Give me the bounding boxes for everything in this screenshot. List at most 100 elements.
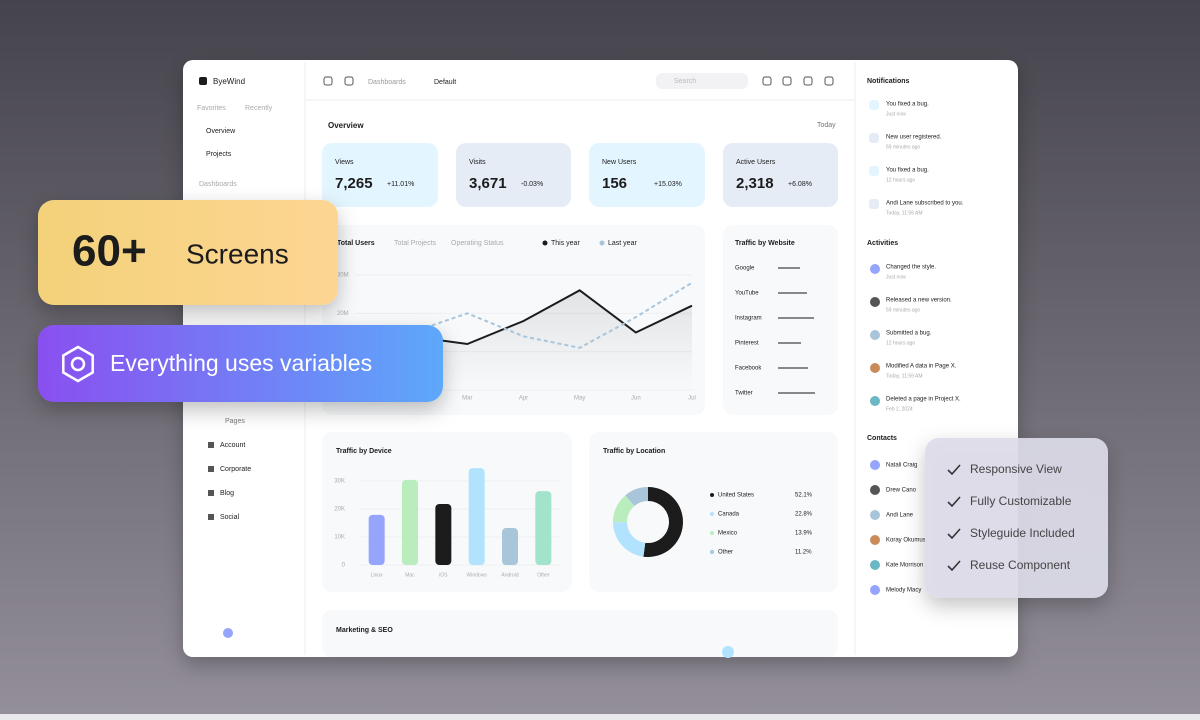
chart-tab: Total Users xyxy=(337,240,375,247)
site-bar xyxy=(778,317,814,319)
variables-badge: Everything uses variables xyxy=(38,325,443,402)
legend-dot xyxy=(542,240,548,246)
search-box[interactable] xyxy=(656,73,748,89)
stat-card xyxy=(322,143,438,207)
activity-text: Deleted a page in Project X. xyxy=(886,397,961,403)
panel xyxy=(322,610,838,657)
badge-bg xyxy=(38,325,443,402)
site-bar xyxy=(778,367,808,369)
stat-label: Views xyxy=(335,159,354,166)
features-card: Responsive View Fully Customizable Stylegu… xyxy=(925,438,1108,598)
stat-card xyxy=(456,143,571,207)
avatar xyxy=(870,396,880,406)
y-tick-label: 30K xyxy=(334,479,345,485)
activity-time: 12 hours ago xyxy=(886,340,915,346)
bar xyxy=(435,503,452,565)
panel-title: Activities xyxy=(867,240,898,247)
notification-text: New user registered. xyxy=(886,135,942,141)
sidebar-item: Blog xyxy=(220,490,234,497)
notification-icon xyxy=(869,199,879,209)
x-tick-label: Windows xyxy=(467,572,488,578)
value-label: 22.8% xyxy=(795,512,813,518)
avatar xyxy=(870,297,880,307)
activity-text: Changed the style. xyxy=(886,265,936,271)
site-label: Google xyxy=(735,266,755,272)
activity-time: 59 minutes ago xyxy=(886,307,920,313)
stat-change: +11.01% xyxy=(387,181,414,188)
notification-text: Andi Lane subscribed to you. xyxy=(886,201,964,207)
bar xyxy=(502,528,518,565)
legend-label: United States xyxy=(718,493,754,499)
check-icon xyxy=(947,560,961,572)
breadcrumb: Default xyxy=(434,79,456,86)
header-icon xyxy=(782,76,792,86)
notification-text: You fixed a bug. xyxy=(886,102,929,108)
site-label: YouTube xyxy=(735,291,759,297)
site-bar xyxy=(778,267,800,269)
activity-text: Modified A data in Page X. xyxy=(886,364,957,370)
feature-label: Reuse Component xyxy=(970,558,1071,572)
contact-name: Melody Macy xyxy=(886,588,921,594)
stat-card xyxy=(589,143,705,207)
card-bg xyxy=(925,438,1108,598)
sidebar-item: Projects xyxy=(206,151,232,158)
sidebar-section: Pages xyxy=(225,418,245,425)
chart-tab: Operating Status xyxy=(451,240,504,247)
breadcrumb: Dashboards xyxy=(368,79,406,86)
legend-dot xyxy=(710,531,714,535)
legend-dot xyxy=(599,240,605,246)
panel-title: Contacts xyxy=(867,435,897,442)
stat-value: 2,318 xyxy=(736,175,774,192)
stat-label: Visits xyxy=(469,159,486,166)
search-placeholder: Search xyxy=(674,78,696,85)
stat-label: New Users xyxy=(602,159,637,166)
activity-time: Feb 2, 2024 xyxy=(886,406,913,412)
check-icon xyxy=(947,464,961,476)
page-icon xyxy=(208,514,214,520)
stat-change: +6.08% xyxy=(788,181,812,188)
y-tick-label: 20K xyxy=(334,507,345,513)
value-label: 13.9% xyxy=(795,531,813,537)
avatar xyxy=(870,535,880,545)
donut-segment xyxy=(613,522,646,557)
panel-title: Traffic by Device xyxy=(336,448,392,455)
value-label: 52.1% xyxy=(795,493,813,499)
avatar xyxy=(870,560,880,570)
header-icon xyxy=(824,76,834,86)
contact-name: Drew Cano xyxy=(886,488,917,494)
avatar xyxy=(870,510,880,520)
x-tick-label: Jul xyxy=(688,396,696,402)
avatar xyxy=(870,330,880,340)
line xyxy=(354,281,693,361)
notification-icon xyxy=(869,100,879,110)
contact-name: Andi Lane xyxy=(886,513,914,519)
notification-icon xyxy=(869,133,879,143)
gear-icon xyxy=(62,345,94,383)
x-tick-label: Android xyxy=(501,572,518,578)
stat-card xyxy=(723,143,838,207)
x-tick-label: Mac xyxy=(405,572,415,578)
sidebar-item: Corporate xyxy=(220,466,251,473)
legend-dot xyxy=(710,550,714,554)
site-label: Pinterest xyxy=(735,341,759,347)
footer-logo xyxy=(223,628,233,638)
panel-title: Traffic by Location xyxy=(603,448,665,455)
sidebar-item: Social xyxy=(220,514,240,521)
page-icon xyxy=(208,466,214,472)
check-icon xyxy=(947,496,961,508)
site-bar xyxy=(778,342,801,344)
bar xyxy=(368,514,385,565)
activity-text: Released a new version. xyxy=(886,298,952,304)
bar xyxy=(468,468,485,565)
bar xyxy=(535,491,552,565)
avatar xyxy=(870,264,880,274)
notification-time: 12 hours ago xyxy=(886,177,915,183)
x-tick-label: Linux xyxy=(371,572,383,578)
page-icon xyxy=(208,442,214,448)
legend-label: Other xyxy=(718,550,733,556)
activity-text: Submitted a bug. xyxy=(886,331,932,337)
feature-label: Styleguide Included xyxy=(970,526,1075,540)
donut-segment xyxy=(613,495,635,523)
screens-badge: 60+ Screens xyxy=(38,200,338,305)
stat-label: Active Users xyxy=(736,159,776,166)
